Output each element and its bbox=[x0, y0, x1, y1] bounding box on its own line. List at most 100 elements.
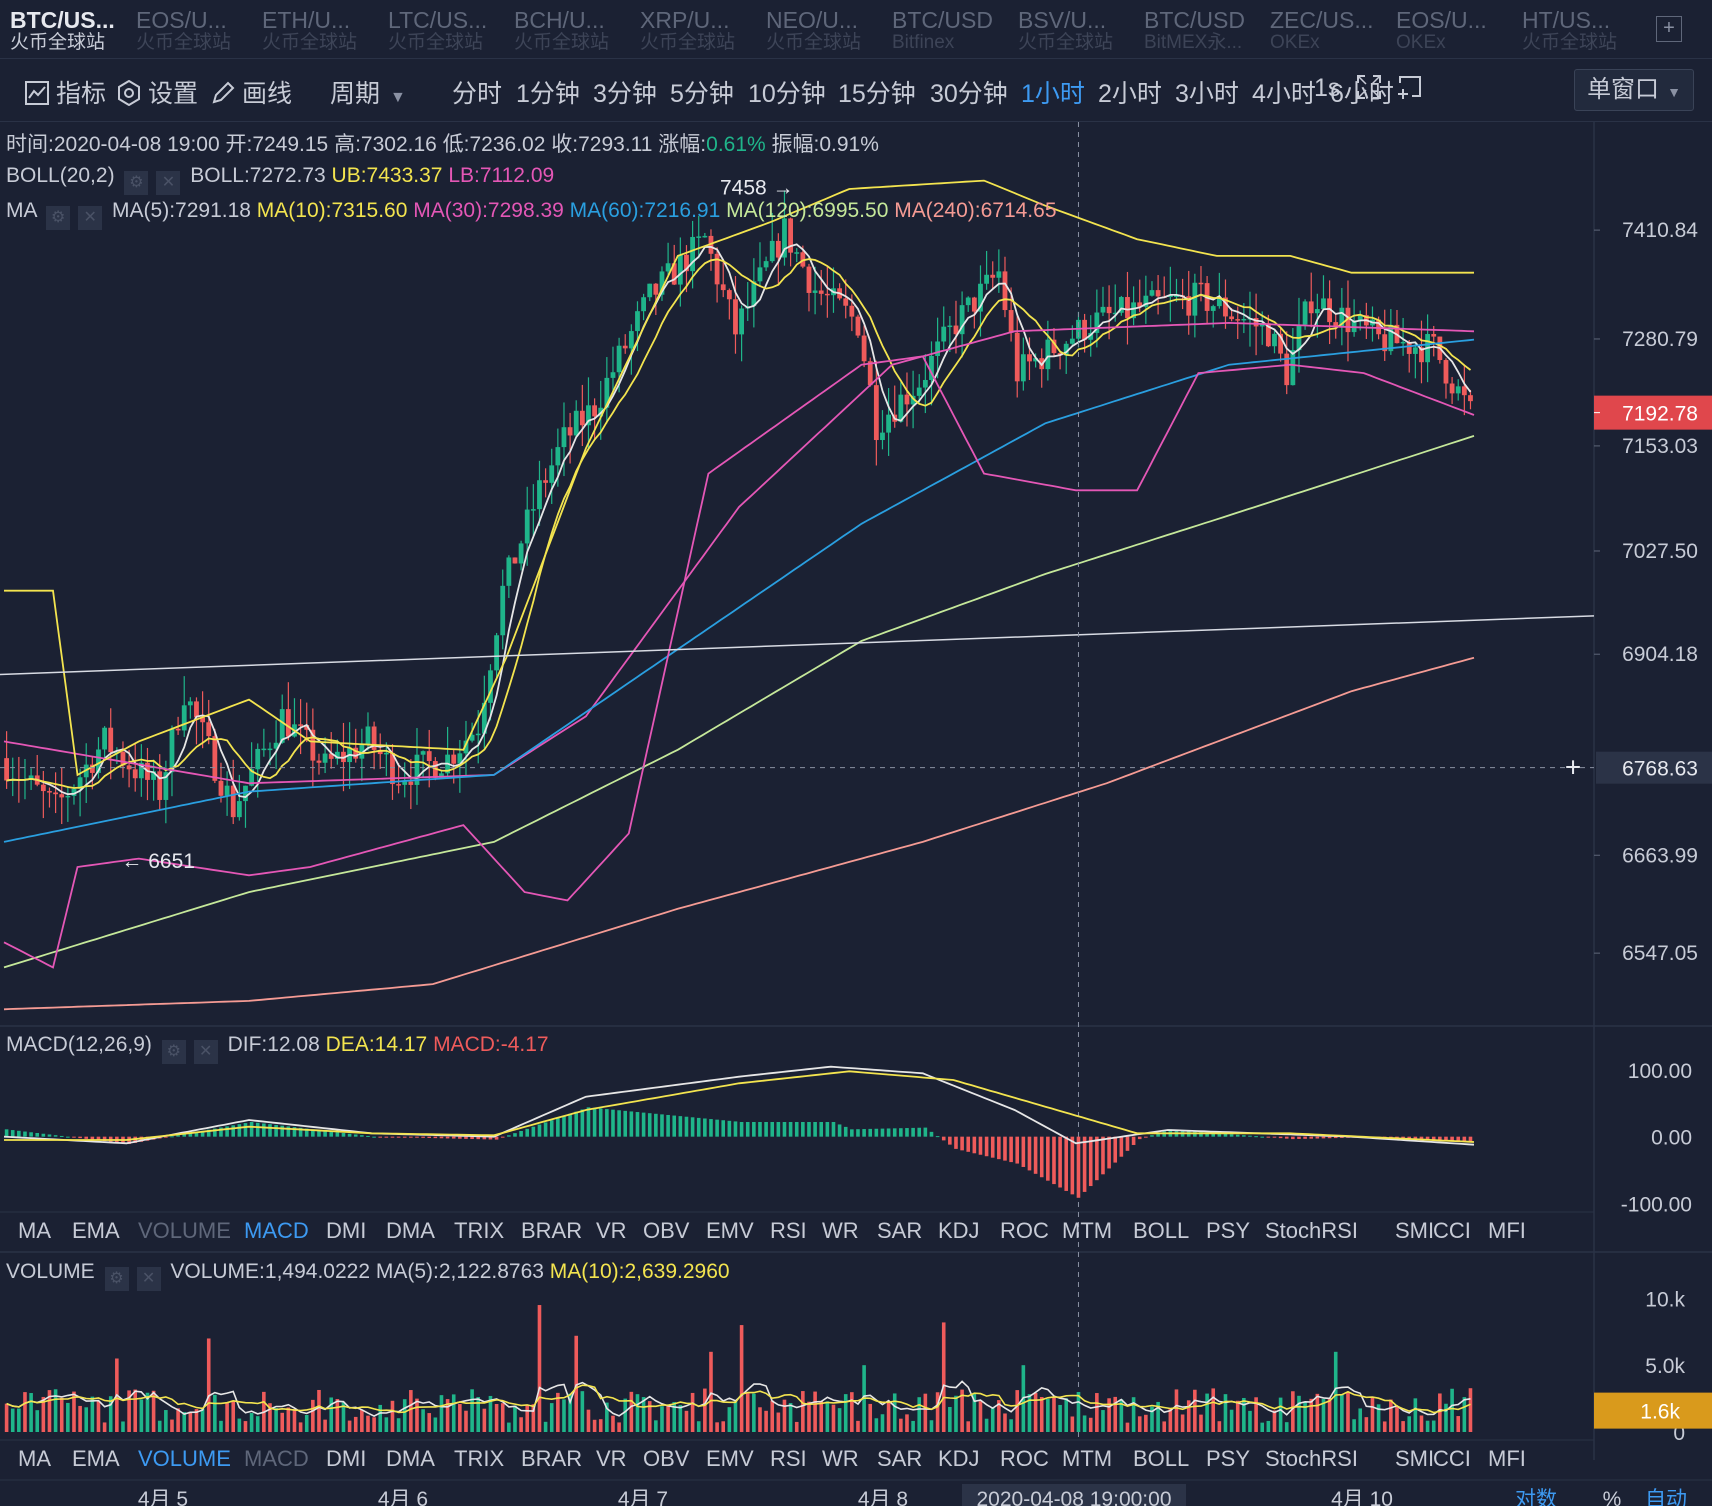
indicator-tab[interactable]: WR bbox=[822, 1218, 859, 1243]
fullscreen-icon[interactable] bbox=[1356, 74, 1388, 103]
indicator-tab[interactable]: VR bbox=[596, 1446, 627, 1471]
symbol-tab[interactable]: EOS/U... 火币全球站 bbox=[126, 0, 252, 58]
indicator-tab[interactable]: MTM bbox=[1062, 1446, 1113, 1471]
symbol-tab[interactable]: EOS/U... OKEx bbox=[1386, 0, 1512, 58]
indicator-tab[interactable]: VOLUME bbox=[138, 1446, 231, 1471]
indicator-tab[interactable]: PSY bbox=[1206, 1218, 1251, 1243]
symbol-tab[interactable]: XRP/U... 火币全球站 bbox=[630, 0, 756, 58]
symbol-tab[interactable]: BCH/U... 火币全球站 bbox=[504, 0, 630, 58]
indicator-tab[interactable]: BOLL bbox=[1133, 1218, 1190, 1243]
symbol-tab[interactable]: ZEC/US... OKEx bbox=[1260, 0, 1386, 58]
indicator-tab[interactable]: VR bbox=[596, 1218, 627, 1243]
indicator-tab[interactable]: ROC bbox=[1000, 1218, 1049, 1243]
interval-button[interactable]: 分时 bbox=[452, 80, 503, 108]
indicator-tab[interactable]: BRAR bbox=[521, 1218, 583, 1243]
refresh-rate[interactable]: 1s bbox=[1314, 74, 1341, 102]
indicator-tab[interactable]: DMA bbox=[386, 1218, 435, 1243]
draw-button[interactable]: 画线 bbox=[210, 74, 292, 110]
indicator-tab[interactable]: ROC bbox=[1000, 1446, 1049, 1471]
indicator-tab[interactable]: BOLL bbox=[1133, 1446, 1190, 1471]
indicator-tab[interactable]: EMA bbox=[72, 1446, 120, 1471]
macd-bar bbox=[317, 1130, 321, 1137]
gear-icon[interactable]: ⚙ bbox=[104, 1267, 129, 1291]
indicator-tab[interactable]: WR bbox=[822, 1446, 859, 1471]
symbol-tab[interactable]: BTC/USD BitMEX永... bbox=[1134, 0, 1260, 58]
indicator-tab[interactable]: MTM bbox=[1062, 1218, 1113, 1243]
indicator-tab[interactable]: EMA bbox=[72, 1218, 120, 1243]
indicator-tab[interactable]: DMI bbox=[326, 1446, 367, 1471]
indicator-tab[interactable]: SAR bbox=[877, 1218, 923, 1243]
indicator-tab[interactable]: MA bbox=[18, 1446, 51, 1471]
indicator-tab[interactable]: SAR bbox=[877, 1446, 923, 1471]
symbol-tab[interactable]: ETH/U... 火币全球站 bbox=[252, 0, 378, 58]
close-icon[interactable]: ✕ bbox=[136, 1267, 161, 1291]
interval-button[interactable]: 1小时 bbox=[1021, 80, 1085, 108]
window-mode-dropdown[interactable]: 单窗口 ▼ bbox=[1574, 69, 1694, 111]
indicator-tab[interactable]: VOLUME bbox=[138, 1218, 231, 1243]
interval-button[interactable]: 30分钟 bbox=[930, 80, 1008, 108]
candle-body bbox=[1241, 318, 1247, 321]
interval-button[interactable]: 3分钟 bbox=[593, 80, 657, 108]
auto-scale-toggle[interactable]: 自动 bbox=[1645, 1488, 1687, 1506]
indicator-tab[interactable]: StochRSI bbox=[1265, 1446, 1358, 1471]
indicator-tab[interactable]: KDJ bbox=[938, 1218, 980, 1243]
indicators-button[interactable]: 指标 bbox=[24, 74, 106, 110]
interval-button[interactable]: 5分钟 bbox=[670, 80, 734, 108]
close-icon[interactable]: ✕ bbox=[193, 1040, 218, 1064]
interval-button[interactable]: 3小时 bbox=[1175, 80, 1239, 108]
macd-bar bbox=[1242, 1135, 1246, 1137]
ma120-line bbox=[3, 435, 1475, 969]
volume-bar bbox=[182, 1412, 187, 1432]
indicator-tab[interactable]: BRAR bbox=[521, 1446, 583, 1471]
close-icon[interactable]: ✕ bbox=[78, 206, 103, 230]
indicator-tab[interactable]: SMI bbox=[1395, 1218, 1435, 1243]
candle-body bbox=[1321, 298, 1326, 310]
gear-icon[interactable]: ⚙ bbox=[124, 171, 149, 195]
symbol-tab[interactable]: BTC/US... 火币全球站 bbox=[0, 0, 126, 58]
indicator-tab[interactable]: MA bbox=[18, 1218, 51, 1243]
indicator-tab[interactable]: MACD bbox=[244, 1446, 309, 1471]
indicator-tab[interactable]: RSI bbox=[770, 1218, 807, 1243]
boll-legend: BOLL(20,2) ⚙ ✕ BOLL:7272.73 UB:7433.37 LB… bbox=[6, 164, 554, 195]
add-symbol-button[interactable]: + bbox=[1656, 16, 1682, 42]
symbol-tab[interactable]: HT/US... 火币全球站 bbox=[1512, 0, 1638, 58]
percent-scale-toggle[interactable]: % bbox=[1603, 1488, 1622, 1506]
symbol-tab[interactable]: BTC/USD Bitfinex bbox=[882, 0, 1008, 58]
indicator-tab[interactable]: KDJ bbox=[938, 1446, 980, 1471]
indicator-tab[interactable]: EMV bbox=[706, 1218, 754, 1243]
volume-bar bbox=[1284, 1422, 1289, 1432]
log-scale-toggle[interactable]: 对数 bbox=[1515, 1488, 1557, 1506]
indicator-tab[interactable]: OBV bbox=[643, 1218, 690, 1243]
interval-button[interactable]: 4小时 bbox=[1252, 80, 1316, 108]
symbol-tab[interactable]: NEO/U... 火币全球站 bbox=[756, 0, 882, 58]
indicator-tab[interactable]: CCI bbox=[1433, 1218, 1471, 1243]
interval-button[interactable]: 1分钟 bbox=[516, 80, 580, 108]
gear-icon[interactable]: ⚙ bbox=[161, 1040, 186, 1064]
gear-icon[interactable]: ⚙ bbox=[46, 206, 71, 230]
indicator-tab[interactable]: MFI bbox=[1488, 1446, 1526, 1471]
indicator-tab[interactable]: SMI bbox=[1395, 1446, 1435, 1471]
indicator-tab[interactable]: EMV bbox=[706, 1446, 754, 1471]
indicator-tab[interactable]: PSY bbox=[1206, 1446, 1251, 1471]
indicator-tab[interactable]: OBV bbox=[643, 1446, 690, 1471]
indicator-tab[interactable]: RSI bbox=[770, 1446, 807, 1471]
indicator-tab[interactable]: StochRSI bbox=[1265, 1218, 1358, 1243]
symbol-tab[interactable]: BSV/U... 火币全球站 bbox=[1008, 0, 1134, 58]
interval-button[interactable]: 10分钟 bbox=[748, 80, 826, 108]
screenshot-icon[interactable] bbox=[1396, 74, 1428, 103]
close-icon[interactable]: ✕ bbox=[156, 171, 181, 195]
interval-button[interactable]: 2小时 bbox=[1098, 80, 1162, 108]
symbol-tab[interactable]: LTC/US... 火币全球站 bbox=[378, 0, 504, 58]
indicator-tab[interactable]: DMI bbox=[326, 1218, 367, 1243]
indicator-tab[interactable]: MACD bbox=[244, 1218, 309, 1243]
indicator-tab[interactable]: TRIX bbox=[454, 1446, 505, 1471]
indicator-tab[interactable]: TRIX bbox=[454, 1218, 505, 1243]
period-dropdown[interactable]: 周期 ▼ bbox=[330, 74, 406, 110]
indicator-tab[interactable]: DMA bbox=[386, 1446, 435, 1471]
interval-button[interactable]: 15分钟 bbox=[838, 80, 916, 108]
ma60-value: MA(60):7216.91 bbox=[569, 199, 721, 222]
indicator-tab[interactable]: CCI bbox=[1433, 1446, 1471, 1471]
settings-button[interactable]: 设置 bbox=[116, 74, 198, 110]
indicator-tab[interactable]: MFI bbox=[1488, 1218, 1526, 1243]
